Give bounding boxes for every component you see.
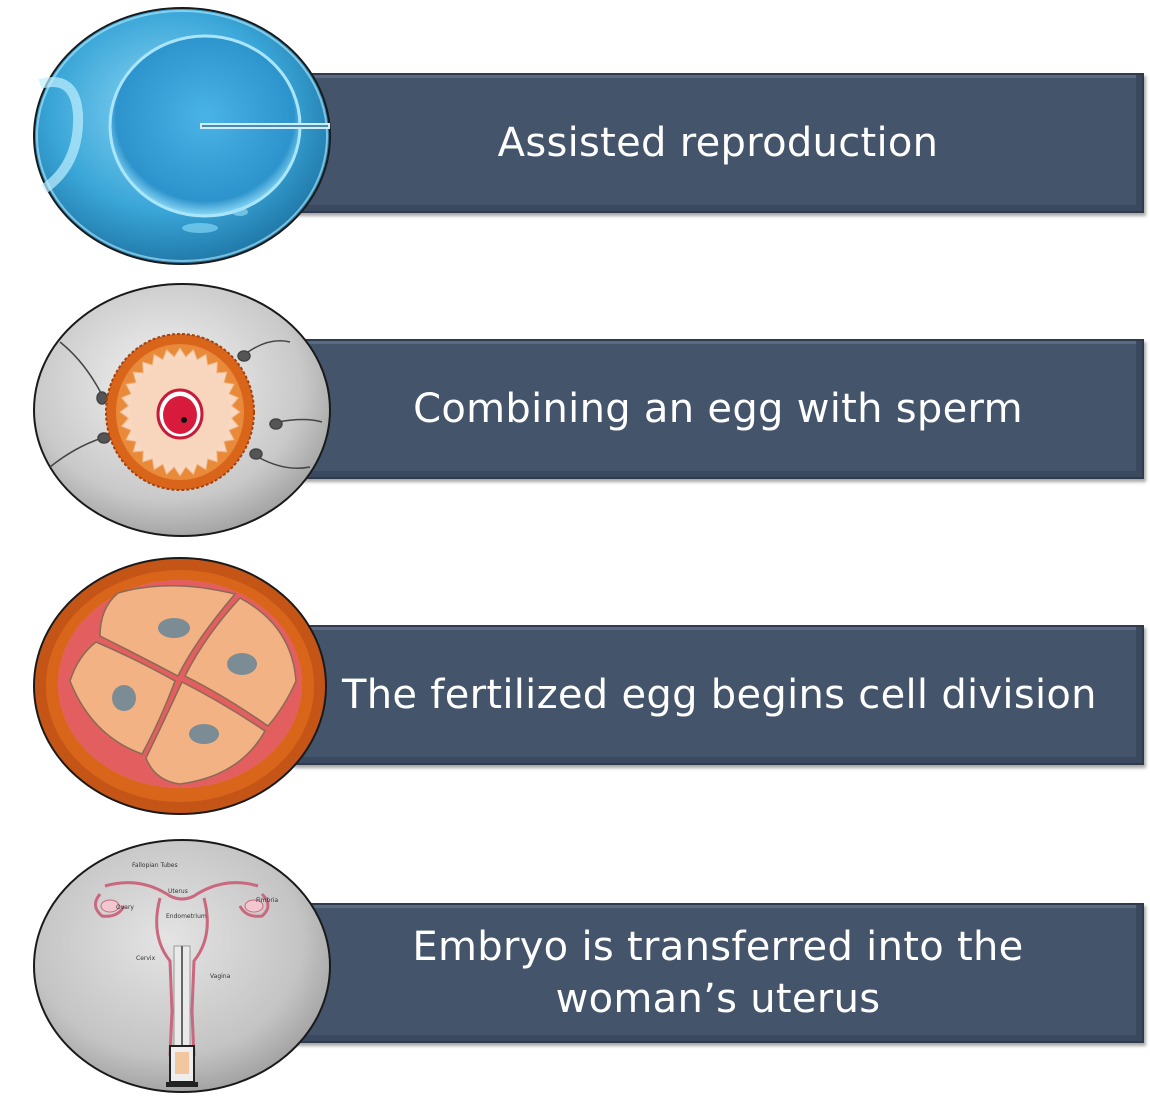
step-label: Embryo is transferred into the woman’s u… xyxy=(412,924,1024,1022)
step-banner: Assisted reproduction xyxy=(292,73,1144,213)
step-banner: The fertilized egg begins cell division xyxy=(292,625,1144,765)
anatomy-label: Ovary xyxy=(116,904,134,911)
step-label: Combining an egg with sperm xyxy=(413,386,1023,432)
step-banner: Combining an egg with sperm xyxy=(292,339,1144,479)
step-4: Embryo is transferred into the woman’s u… xyxy=(0,830,1150,1100)
anatomy-label: Fimbria xyxy=(256,897,278,904)
step-2: Combining an egg with sperm xyxy=(0,266,1150,537)
egg-sperm-icon xyxy=(30,282,334,546)
microinjection-icon xyxy=(30,4,334,268)
cell-division-icon xyxy=(30,556,334,820)
anatomy-label: Uterus xyxy=(168,888,188,895)
anatomy-label: Fallopian Tubes xyxy=(132,862,178,869)
step-label: The fertilized egg begins cell division xyxy=(342,672,1097,718)
uterus-icon: Fallopian Tubes Uterus Ovary Endometrium… xyxy=(30,836,334,1100)
anatomy-label: Cervix xyxy=(136,955,156,962)
step-3: The fertilized egg begins cell division xyxy=(0,552,1150,822)
anatomy-label: Vagina xyxy=(210,973,231,980)
step-label: Assisted reproduction xyxy=(497,120,939,166)
step-1: Assisted reproduction xyxy=(0,0,1150,270)
anatomy-label: Endometrium xyxy=(166,913,207,920)
step-banner: Embryo is transferred into the woman’s u… xyxy=(292,903,1144,1043)
